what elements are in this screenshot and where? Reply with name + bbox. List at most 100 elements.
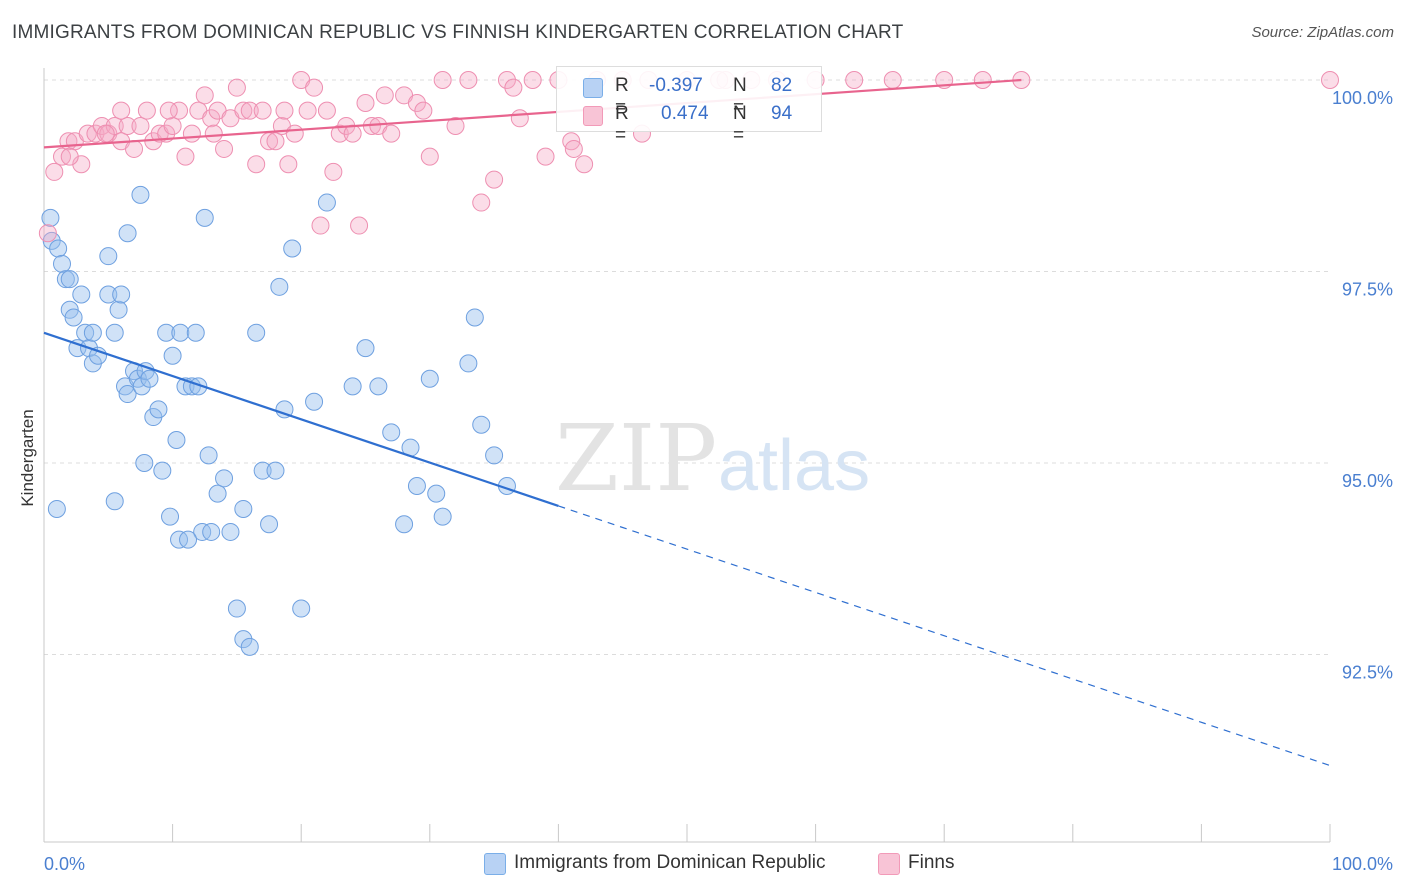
data-point-pink [112, 101, 131, 120]
data-point-pink [247, 155, 266, 174]
data-point-pink [38, 224, 57, 243]
data-point-blue [215, 469, 234, 488]
data-point-pink [182, 124, 201, 143]
data-point-blue [131, 185, 150, 204]
data-point-pink [234, 101, 253, 120]
data-point-blue [157, 323, 176, 342]
data-point-blue [153, 461, 172, 480]
data-point-blue [118, 224, 137, 243]
data-point-pink [356, 93, 375, 112]
data-point-blue [202, 522, 221, 541]
legend-n-label: N = [733, 103, 747, 146]
data-point-blue [221, 522, 240, 541]
data-point-pink [204, 124, 223, 143]
data-point-pink [96, 124, 115, 143]
data-point-pink [575, 155, 594, 174]
x-tick-label: 100.0% [1332, 854, 1393, 874]
data-point-pink [163, 116, 182, 135]
legend: R = -0.397 N = 82 R = 0.474 N = 94 [556, 66, 822, 146]
data-point-pink [311, 216, 330, 235]
legend-r-label: R = [615, 103, 629, 146]
y-axis-label: Kindergarten [18, 409, 37, 506]
data-point-pink [1321, 71, 1339, 89]
data-point-blue [208, 484, 227, 503]
axes [43, 68, 1331, 843]
data-point-pink [60, 147, 79, 166]
bottom-legend-swatch-pink [878, 853, 900, 875]
data-point-blue [167, 431, 186, 450]
watermark: ZIP atlas [555, 405, 870, 512]
data-point-blue [171, 323, 190, 342]
data-point-blue [395, 515, 414, 534]
data-point-blue [253, 461, 272, 480]
data-point-blue [356, 339, 375, 358]
data-point-pink [497, 71, 516, 89]
chart-title: IMMIGRANTS FROM DOMINICAN REPUBLIC VS FI… [12, 22, 904, 43]
data-point-pink [78, 124, 97, 143]
legend-n-label: N = [733, 75, 747, 118]
data-point-pink [227, 78, 246, 97]
data-point-pink [472, 193, 491, 212]
series-blue-points [41, 185, 516, 656]
trend-line-blue [43, 331, 559, 507]
data-point-blue [247, 323, 266, 342]
data-point-pink [485, 170, 504, 189]
data-point-pink [564, 139, 583, 158]
data-point-blue [234, 499, 253, 518]
data-point-pink [202, 109, 221, 128]
data-point-blue [407, 476, 426, 495]
data-point-blue [112, 285, 131, 304]
data-point-blue [161, 507, 180, 526]
data-point-pink [407, 93, 426, 112]
legend-r-value: 0.474 [661, 103, 709, 124]
legend-swatch-blue [583, 78, 603, 98]
data-point-pink [170, 101, 189, 120]
data-point-pink [446, 116, 465, 135]
data-point-blue [305, 392, 324, 411]
data-point-blue [179, 530, 198, 549]
data-point-blue [275, 400, 294, 419]
data-point-pink [973, 71, 992, 89]
data-point-blue [343, 377, 362, 396]
y-tick-label: 92.5% [1342, 663, 1393, 683]
data-point-pink [433, 71, 452, 89]
data-point-pink [275, 101, 294, 120]
data-point-blue [260, 515, 279, 534]
data-point-pink [240, 101, 259, 120]
data-point-blue [199, 446, 218, 465]
data-point-pink [137, 101, 156, 120]
data-point-pink [883, 71, 902, 89]
data-point-pink [176, 147, 195, 166]
data-point-blue [76, 323, 95, 342]
data-point-blue [270, 277, 289, 296]
data-point-blue [109, 300, 128, 319]
data-point-blue [266, 461, 285, 480]
data-point-blue [433, 507, 452, 526]
data-point-blue [99, 285, 118, 304]
data-point-blue [369, 377, 388, 396]
data-point-pink [324, 162, 343, 181]
data-point-blue [118, 385, 137, 404]
legend-r-label: R = [615, 75, 629, 118]
data-point-pink [86, 124, 105, 143]
data-point-blue [465, 308, 484, 327]
data-point-blue [105, 492, 124, 511]
trend-lines [43, 78, 1331, 767]
data-point-pink [105, 116, 124, 135]
data-point-blue [485, 446, 504, 465]
data-point-blue [132, 377, 151, 396]
data-point-pink [523, 71, 542, 89]
data-point-pink [45, 162, 64, 181]
data-point-blue [64, 308, 83, 327]
y-tick-label: 97.5% [1342, 280, 1393, 300]
data-point-pink [266, 132, 285, 151]
data-point-pink [382, 124, 401, 143]
data-point-blue [472, 415, 491, 434]
data-point-blue [105, 323, 124, 342]
bottom-legend-label-blue: Immigrants from Dominican Republic [514, 852, 826, 873]
data-point-pink [536, 147, 555, 166]
bottom-legend-label-pink: Finns [908, 852, 955, 873]
legend-swatch-pink [583, 106, 603, 126]
y-tick-label: 95.0% [1342, 471, 1393, 491]
